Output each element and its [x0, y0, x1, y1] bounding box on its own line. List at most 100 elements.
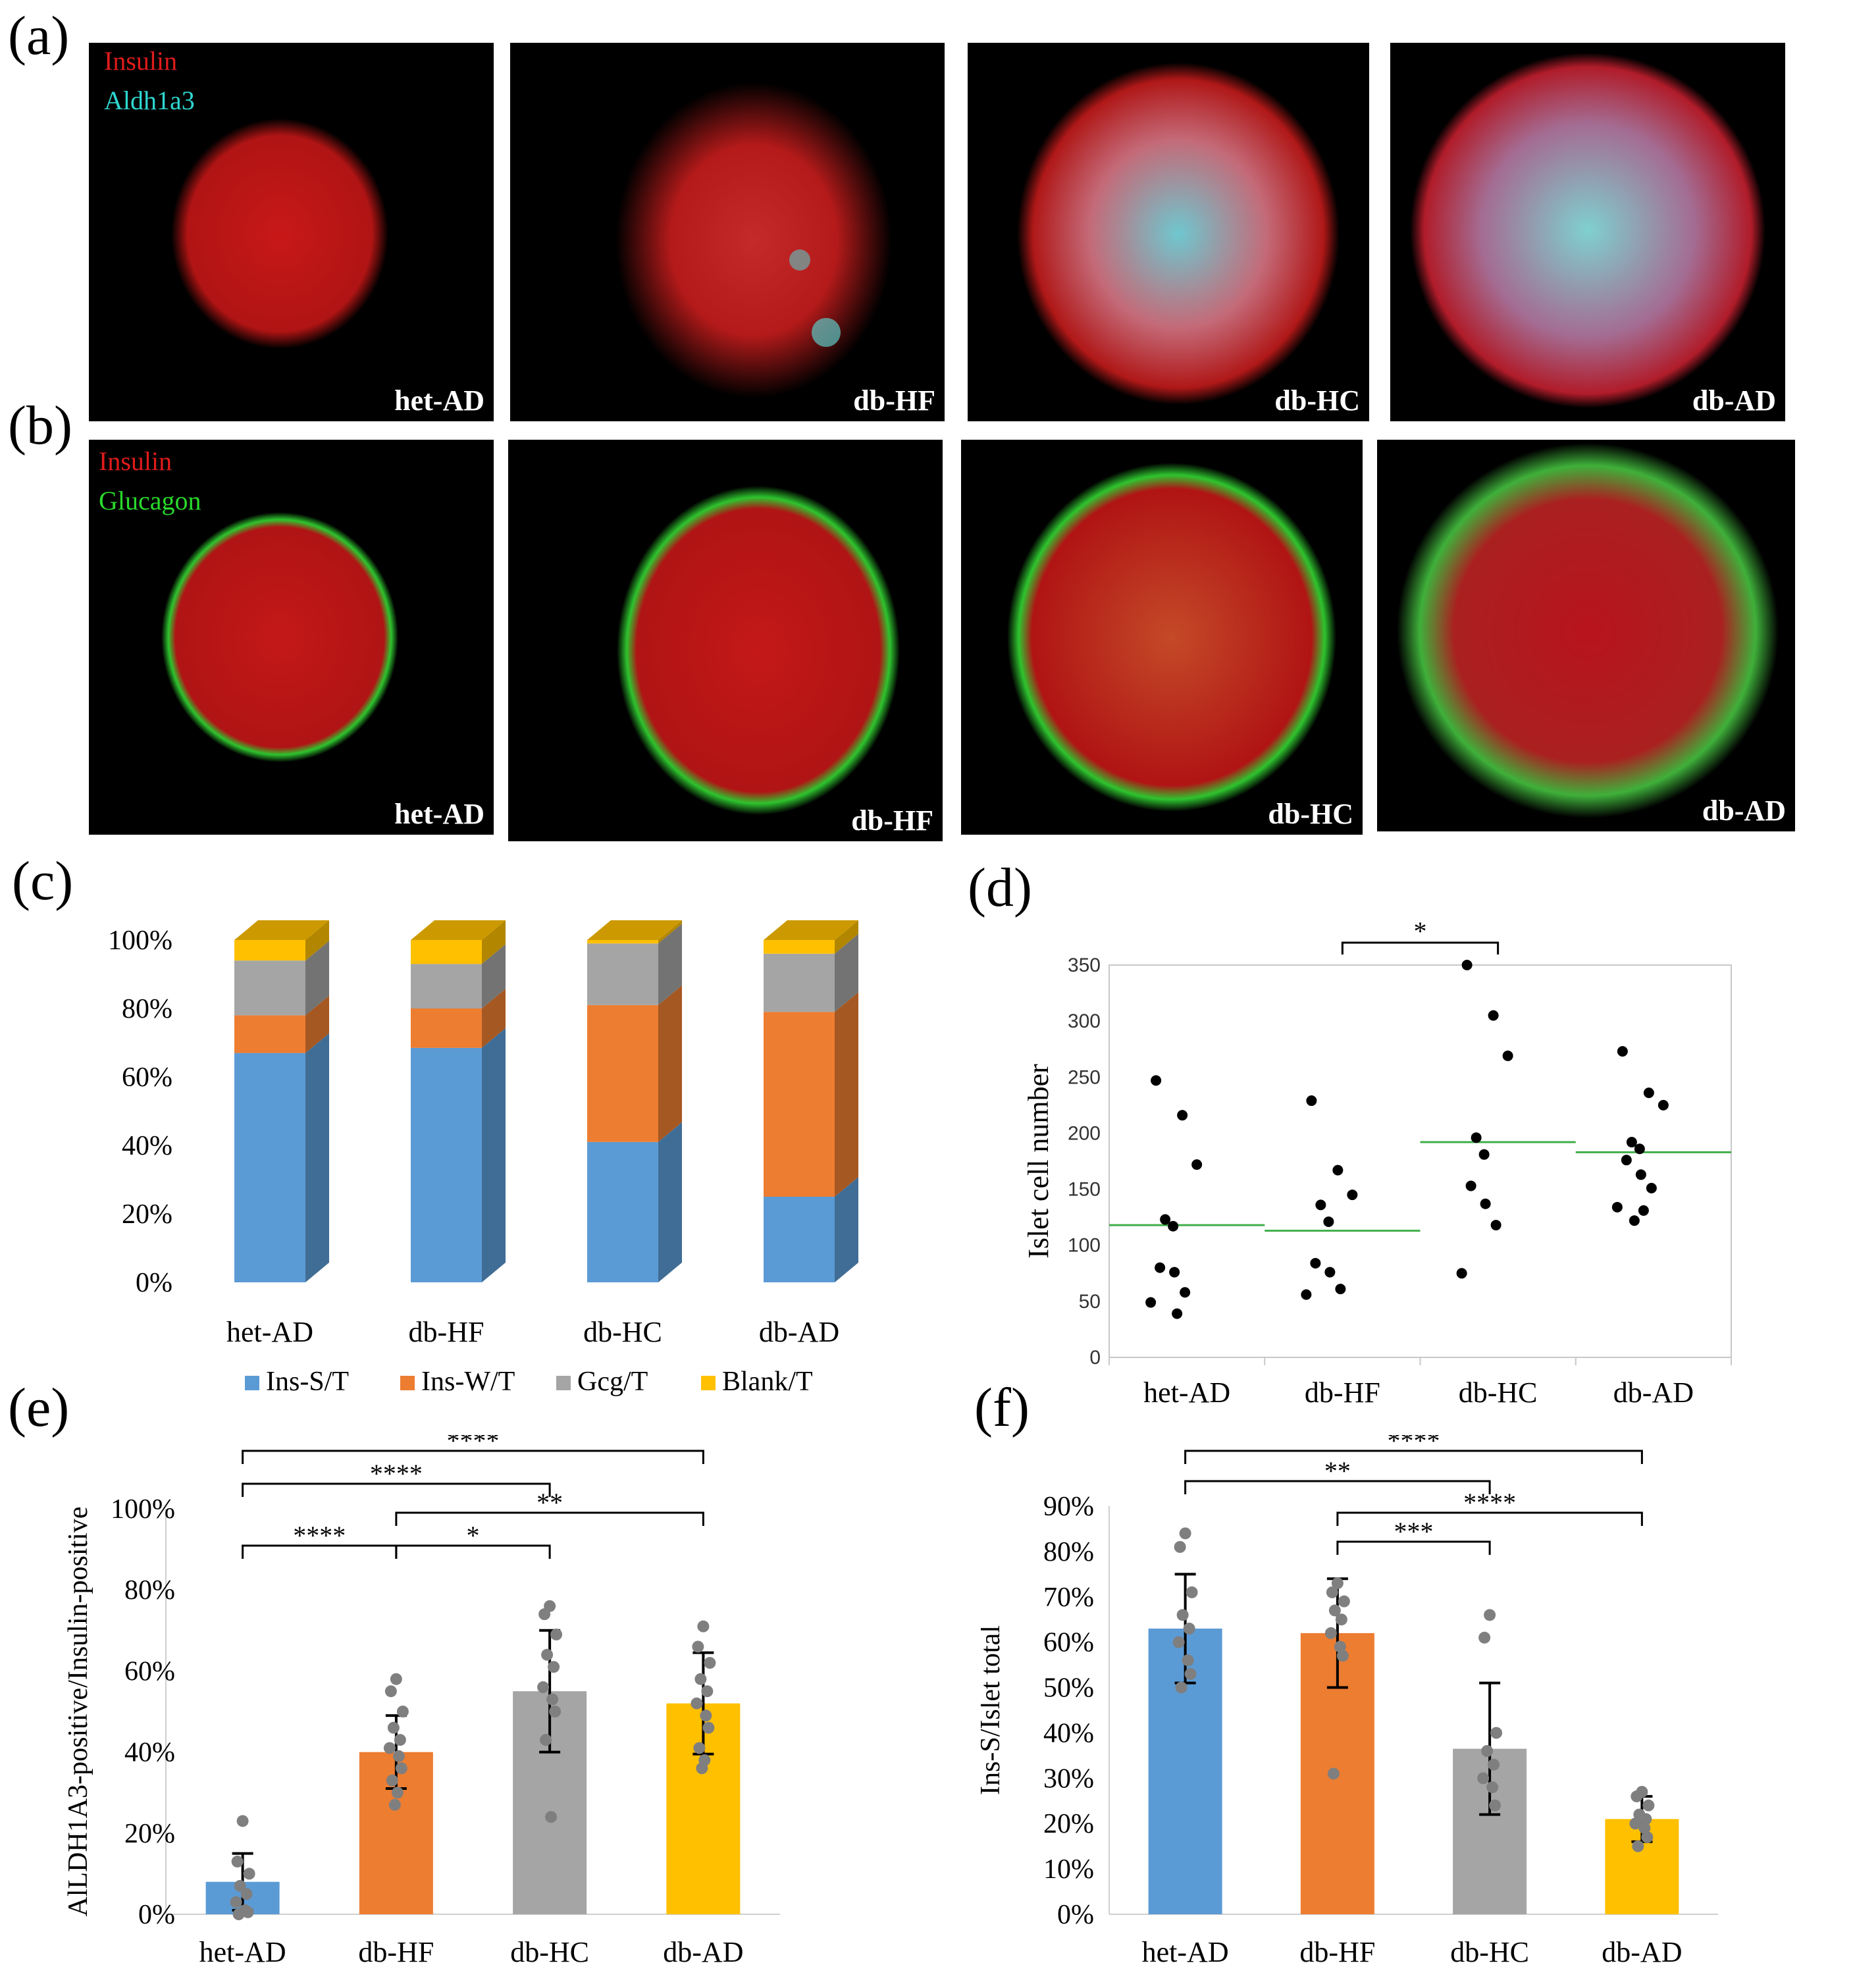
y-tick-label: 70%	[1043, 1583, 1094, 1613]
bar-side-Gcg/T	[835, 933, 858, 1012]
legend-swatch	[701, 1376, 716, 1390]
micrograph-b-db-hf: db-HF	[508, 440, 943, 841]
data-point	[1632, 1840, 1644, 1852]
x-tick-label: db-HC	[1450, 1936, 1529, 1968]
data-point	[1151, 1075, 1162, 1086]
data-point	[1481, 1745, 1494, 1757]
data-point	[240, 1888, 253, 1900]
data-point	[1477, 1772, 1490, 1785]
data-point	[396, 1706, 409, 1717]
y-tick-label: 100%	[111, 1494, 175, 1525]
significance-bracket	[242, 1450, 704, 1464]
data-point	[540, 1734, 552, 1746]
data-point	[550, 1628, 563, 1640]
data-point	[1179, 1527, 1191, 1540]
data-point	[1643, 1087, 1654, 1099]
y-tick-label: 60%	[1043, 1628, 1094, 1658]
data-point	[693, 1742, 706, 1754]
significance-label: ****	[1388, 1435, 1440, 1455]
data-point	[1145, 1297, 1157, 1308]
bar-top	[411, 920, 506, 940]
data-point	[1480, 1198, 1491, 1209]
data-point	[1638, 1822, 1651, 1835]
data-point	[232, 1908, 245, 1920]
significance-bracket	[1336, 1511, 1643, 1526]
data-point	[1184, 1667, 1197, 1680]
significance-label: ***	[1394, 1517, 1434, 1546]
data-point	[231, 1855, 244, 1868]
significance-label: ****	[293, 1521, 346, 1550]
data-point	[1478, 1149, 1490, 1160]
data-point	[1160, 1214, 1171, 1225]
bar-segment-Blank/T	[587, 940, 658, 944]
data-point	[230, 1896, 242, 1908]
data-point	[1629, 1215, 1640, 1226]
data-point	[1502, 1050, 1513, 1061]
data-point	[1657, 1099, 1669, 1111]
data-point	[1489, 1799, 1501, 1812]
bar-side-Ins-W/T	[482, 989, 506, 1048]
data-point	[1335, 1613, 1347, 1626]
stain-label-aldh1a3: Aldh1a3	[104, 86, 195, 115]
data-point	[1175, 1681, 1187, 1694]
y-tick-label: 50%	[1043, 1673, 1094, 1704]
data-point	[1646, 1182, 1657, 1193]
data-point	[1326, 1586, 1338, 1598]
data-point	[1486, 1781, 1499, 1794]
bar-segment-Blank/T	[764, 940, 835, 954]
significance-label: ****	[447, 1435, 500, 1455]
data-point	[1177, 1110, 1188, 1121]
y-tick-label: 60%	[122, 1062, 172, 1093]
bar-side-Ins-S/T	[835, 1177, 858, 1282]
data-point	[691, 1697, 703, 1710]
x-tick-label: db-HC	[583, 1316, 662, 1348]
y-tick-label: 0	[1089, 1347, 1101, 1369]
significance-bracket	[1336, 1540, 1491, 1555]
significance-bracket	[242, 1482, 551, 1497]
legend-label: Ins-W/T	[421, 1367, 515, 1397]
bar-segment-Ins-W/T	[234, 1015, 305, 1053]
data-point	[388, 1798, 401, 1811]
data-point	[549, 1706, 561, 1717]
y-tick-label: 200	[1068, 1122, 1101, 1144]
data-point	[1324, 1267, 1336, 1278]
x-tick-label: db-AD	[1602, 1936, 1682, 1968]
data-point	[1465, 1180, 1476, 1191]
data-point	[1621, 1155, 1632, 1166]
data-point	[1629, 1818, 1642, 1830]
y-tick-label: 100%	[108, 926, 172, 956]
data-point	[701, 1685, 714, 1698]
significance-bracket	[1341, 941, 1500, 955]
data-point	[548, 1661, 560, 1673]
bar-segment-Gcg/T	[587, 943, 658, 1005]
significance-label: *	[467, 1521, 480, 1550]
bar-side-Blank/T	[835, 920, 858, 954]
legend-label: Ins-S/T	[266, 1367, 349, 1397]
legend-swatch	[556, 1376, 571, 1390]
legend-label: Blank/T	[722, 1367, 813, 1397]
data-point	[1640, 1813, 1652, 1825]
data-point	[1490, 1727, 1503, 1739]
data-point	[236, 1815, 249, 1827]
significance-bracket	[1184, 1450, 1643, 1464]
bar-side-Ins-S/T	[305, 1033, 329, 1282]
data-point	[545, 1811, 558, 1823]
y-tick-label: 20%	[1043, 1809, 1094, 1839]
x-tick-label: db-HC	[1459, 1376, 1538, 1409]
tile-label: db-AD	[1692, 384, 1776, 417]
chart-c-stacked-bar: 0% 20% 40% 60% 80% 100% het-AD db-HF db-HC db-AD I…	[108, 920, 858, 1397]
x-tick-label: het-AD	[1143, 1376, 1230, 1409]
x-tick-label: db-AD	[759, 1316, 839, 1348]
data-point	[1638, 1205, 1649, 1216]
data-point	[1635, 1169, 1646, 1180]
y-tick-label: 0%	[138, 1900, 175, 1930]
data-point	[1634, 1143, 1645, 1155]
tile-label: het-AD	[394, 798, 484, 830]
chart-d-scatter: 0 50 100 150 200 250 300 350 Islet cell number he…	[1022, 916, 1732, 1409]
significance-label: **	[536, 1488, 563, 1517]
data-point	[702, 1721, 715, 1734]
panel-letter-f: (f)	[974, 1377, 1030, 1438]
x-tick-label: het-AD	[226, 1316, 313, 1348]
bar-segment-Gcg/T	[764, 953, 835, 1012]
data-point	[1336, 1650, 1349, 1662]
